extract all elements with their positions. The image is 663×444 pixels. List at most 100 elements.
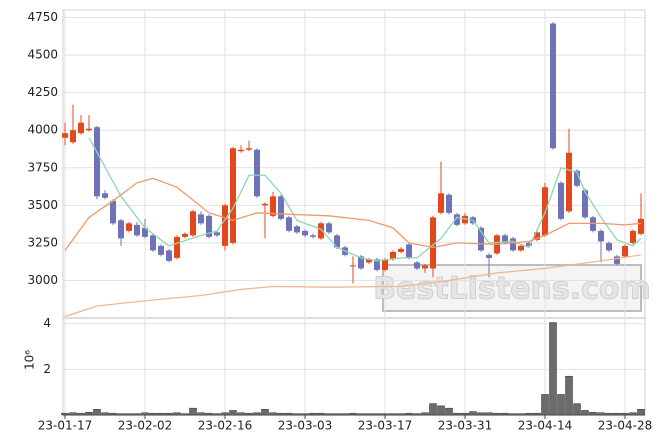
candle-body bbox=[230, 148, 236, 243]
candle-body bbox=[126, 223, 132, 231]
y-tick-label: 3250 bbox=[27, 235, 58, 249]
x-tick-label: 23-04-14 bbox=[518, 419, 572, 433]
candle-body bbox=[302, 230, 308, 236]
volume-bar bbox=[85, 412, 93, 416]
volume-bar bbox=[509, 413, 517, 416]
volume-bar bbox=[253, 412, 261, 416]
candle-body bbox=[78, 122, 84, 134]
watermark-box bbox=[382, 264, 642, 312]
volume-bar bbox=[109, 412, 117, 416]
candle-body bbox=[166, 250, 172, 261]
candle-body bbox=[510, 238, 516, 251]
candle-body bbox=[550, 23, 556, 149]
volume-bar bbox=[397, 413, 405, 416]
volume-bar bbox=[93, 409, 101, 416]
volume-bar bbox=[133, 413, 141, 416]
candle-body bbox=[438, 193, 444, 213]
candle-body bbox=[558, 182, 564, 219]
volume-bar bbox=[453, 412, 461, 416]
candle-body bbox=[374, 259, 380, 270]
volume-bar bbox=[69, 412, 77, 416]
volume-bar bbox=[285, 412, 293, 416]
x-tick-label: 23-03-03 bbox=[278, 419, 332, 433]
volume-tick-label: 2 bbox=[43, 362, 51, 376]
moving-average-line bbox=[64, 177, 642, 251]
volume-bar bbox=[189, 407, 197, 416]
volume-bar bbox=[229, 410, 237, 416]
candle-body bbox=[134, 224, 140, 236]
volume-bar bbox=[293, 413, 301, 416]
volume-bar bbox=[413, 413, 421, 416]
volume-bar bbox=[381, 413, 389, 416]
volume-bar bbox=[357, 413, 365, 416]
volume-bar bbox=[541, 394, 549, 416]
x-tick-label: 23-03-17 bbox=[358, 419, 412, 433]
candle-body bbox=[318, 223, 324, 239]
volume-bar bbox=[445, 407, 453, 416]
candle-body bbox=[62, 133, 68, 138]
candle-body bbox=[70, 130, 76, 143]
candle-body bbox=[606, 242, 612, 251]
volume-bar bbox=[461, 412, 469, 416]
volume-bar bbox=[197, 412, 205, 416]
candle-body bbox=[326, 223, 332, 233]
candle-body bbox=[366, 259, 372, 263]
volume-tick-label: 4 bbox=[43, 316, 51, 330]
volume-bar bbox=[517, 413, 525, 416]
volume-bar bbox=[181, 413, 189, 416]
candle-body bbox=[142, 227, 148, 237]
candle-body bbox=[414, 262, 420, 269]
volume-bar bbox=[565, 375, 573, 416]
y-tick-label: 4250 bbox=[27, 85, 58, 99]
y-tick-label: 3000 bbox=[27, 273, 58, 287]
candle-body bbox=[422, 265, 428, 269]
x-tick-label: 23-02-16 bbox=[198, 419, 252, 433]
candle-body bbox=[102, 193, 108, 198]
volume-bar bbox=[341, 413, 349, 416]
candle-body bbox=[590, 217, 596, 231]
candle-body bbox=[94, 127, 100, 197]
moving-average-line bbox=[88, 137, 642, 262]
candle-body bbox=[214, 232, 220, 236]
volume-bar bbox=[101, 412, 109, 416]
volume-bar bbox=[333, 413, 341, 416]
volume-bar bbox=[277, 412, 285, 416]
volume-bar bbox=[557, 394, 565, 416]
volume-bar bbox=[165, 412, 173, 416]
volume-bar bbox=[125, 413, 133, 416]
volume-bar bbox=[61, 412, 69, 416]
y-tick-label: 4750 bbox=[27, 10, 58, 24]
watermark: BestListens.com bbox=[373, 272, 651, 307]
volume-bar bbox=[117, 413, 125, 416]
candle-body bbox=[158, 245, 164, 255]
volume-bar bbox=[349, 412, 357, 416]
volume-axis-label: 10⁶ bbox=[23, 350, 37, 370]
candle-body bbox=[278, 196, 284, 219]
candle-body bbox=[518, 245, 524, 251]
candle-body bbox=[254, 149, 260, 197]
volume-bar bbox=[581, 410, 589, 416]
candle-body bbox=[262, 203, 268, 206]
volume-bar bbox=[637, 409, 645, 416]
candle-body bbox=[198, 214, 204, 224]
volume-bar bbox=[389, 413, 397, 416]
candle-body bbox=[174, 236, 180, 258]
candle-body bbox=[286, 217, 292, 231]
candle-body bbox=[222, 205, 228, 246]
volume-bar bbox=[213, 413, 221, 416]
candle-body bbox=[190, 211, 196, 236]
x-tick-label: 23-01-17 bbox=[38, 419, 92, 433]
candle-body bbox=[206, 215, 212, 237]
y-tick-label: 3500 bbox=[27, 198, 58, 212]
candle-body bbox=[638, 218, 644, 234]
candle-body bbox=[462, 215, 468, 224]
volume-bar bbox=[477, 412, 485, 416]
volume-bar bbox=[589, 412, 597, 416]
volume-bar bbox=[485, 412, 493, 416]
candle-body bbox=[614, 256, 620, 264]
volume-bar bbox=[533, 412, 541, 416]
volume-bar bbox=[605, 412, 613, 416]
x-tick-label: 23-03-31 bbox=[438, 419, 492, 433]
volume-bar bbox=[245, 412, 253, 416]
